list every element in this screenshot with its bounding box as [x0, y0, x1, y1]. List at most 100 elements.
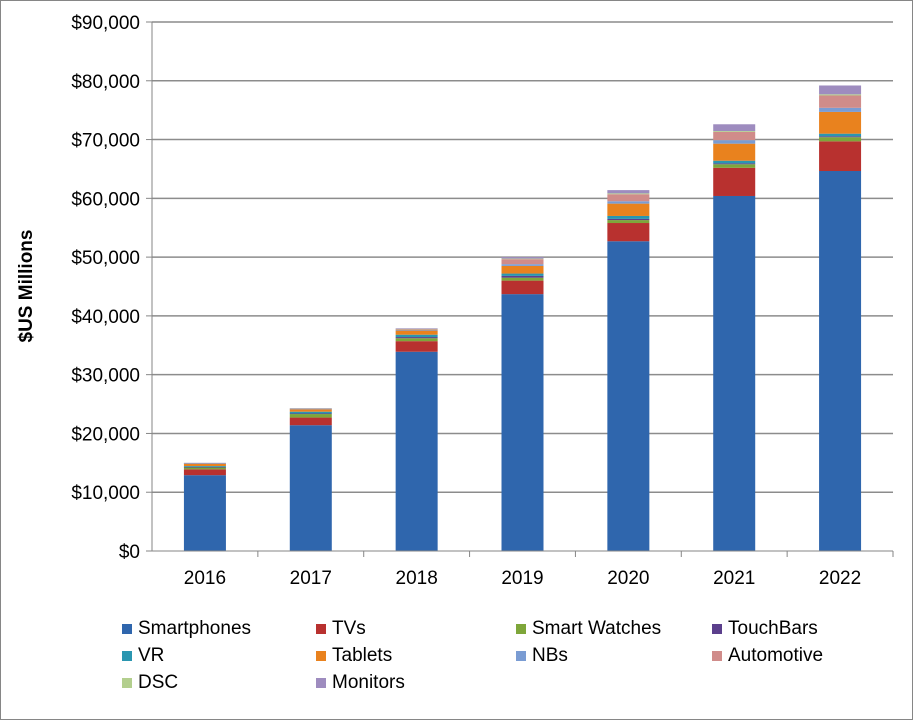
bar-segment-nbs: [289, 409, 332, 410]
y-axis-label: $US Millions: [16, 230, 37, 343]
bar-segment-smart-watches: [819, 137, 862, 142]
legend-item-automotive: Automotive: [712, 645, 823, 667]
bar-segment-smart-watches: [713, 164, 756, 168]
legend-label: Smartphones: [138, 618, 252, 639]
y-tick-label: $70,000: [71, 131, 140, 152]
legend-swatch: [122, 678, 132, 688]
bar-segment-tvs: [183, 469, 226, 476]
legend-swatch: [316, 651, 326, 661]
bar-segment-touchbars: [819, 136, 862, 138]
bar-segment-monitors: [713, 124, 756, 132]
bar-segment-vr: [501, 273, 544, 276]
legend: Smartphones TVs Smart Watches TouchBars VR Ta…: [0, 618, 913, 708]
legend-label: TouchBars: [728, 618, 818, 639]
bar-segment-monitors: [395, 328, 438, 329]
legend-swatch: [516, 651, 526, 661]
bar-segment-tvs: [501, 280, 544, 295]
bar-segment-touchbars: [713, 163, 756, 165]
bar-segment-nbs: [607, 201, 650, 204]
bar-segment-nbs: [713, 140, 756, 144]
legend-label: Tablets: [332, 645, 393, 666]
bar-segment-automotive: [607, 194, 650, 202]
bar-segment-vr: [713, 160, 756, 164]
legend-item-monitors: Monitors: [316, 672, 405, 694]
bar-segment-smart-watches: [183, 467, 226, 470]
bar-segment-monitors: [819, 85, 862, 95]
x-tick-label: 2022: [819, 568, 861, 589]
legend-swatch: [122, 624, 132, 634]
legend-swatch: [712, 624, 722, 634]
bar-segment-touchbars: [183, 466, 226, 468]
bar-segment-dsc: [289, 408, 332, 410]
y-tick-label: $20,000: [71, 424, 140, 445]
bar-segment-dsc: [819, 94, 862, 96]
legend-item-tvs: TVs: [316, 618, 366, 640]
x-tick-label: 2018: [396, 568, 438, 589]
bar-segment-tvs: [607, 223, 650, 242]
bar-segment-tablets: [183, 463, 226, 467]
legend-item-dsc: DSC: [122, 672, 178, 694]
legend-swatch: [316, 624, 326, 634]
axes: $0 $10,000 $20,000 $30,000 $40,000 $50,000 $60…: [71, 13, 894, 589]
bar-segment-tablets: [289, 409, 332, 412]
x-tick-label: 2021: [713, 568, 755, 589]
legend-item-smartphones: Smartphones: [122, 618, 251, 640]
bar-segment-monitors: [183, 462, 226, 464]
bar-segment-nbs: [819, 107, 862, 112]
legend-item-nbs: NBs: [516, 645, 568, 667]
bar-segment-tvs: [713, 167, 756, 196]
x-tick-label: 2016: [184, 568, 226, 589]
bar-segment-automotive: [819, 95, 862, 108]
legend-item-touchbars: TouchBars: [712, 618, 818, 640]
y-tick-label: $80,000: [71, 72, 140, 93]
bar-segment-tablets: [713, 143, 756, 161]
bar-segment-touchbars: [501, 275, 544, 278]
bar-segment-vr: [395, 334, 438, 338]
bar-segment-vr: [819, 133, 862, 137]
bar-segment-smartphones: [183, 475, 226, 551]
legend-item-vr: VR: [122, 645, 164, 667]
legend-swatch: [122, 651, 132, 661]
bar-segment-tvs: [289, 417, 332, 426]
bar-segment-smartphones: [501, 294, 544, 551]
legend-label: Smart Watches: [532, 618, 662, 639]
y-tick-label: $10,000: [71, 483, 140, 504]
bar-segment-smart-watches: [395, 338, 438, 342]
gridlines: [152, 21, 893, 493]
bar-segment-touchbars: [395, 337, 438, 339]
y-tick-label: $30,000: [71, 366, 140, 387]
legend-item-tablets: Tablets: [316, 645, 392, 667]
bar-segment-touchbars: [607, 218, 650, 221]
bar-segment-smart-watches: [289, 414, 332, 418]
bar-segment-tablets: [819, 111, 862, 134]
bar-segment-automotive: [713, 131, 756, 141]
x-tick-label: 2017: [290, 568, 332, 589]
bar-segment-nbs: [501, 264, 544, 266]
bar-segment-dsc: [713, 131, 756, 132]
y-tick-label: $60,000: [71, 189, 140, 210]
legend-swatch: [516, 624, 526, 634]
legend-swatch: [712, 651, 722, 661]
legend-label: NBs: [532, 645, 568, 666]
bar-segment-vr: [183, 466, 226, 467]
bar-segment-dsc: [501, 258, 544, 260]
bar-segment-tablets: [607, 203, 650, 216]
bar-segment-tvs: [819, 141, 862, 172]
y-tick-label: $0: [119, 542, 140, 563]
legend-label: DSC: [138, 672, 179, 693]
legend-label: TVs: [332, 618, 366, 639]
bar-segment-smartphones: [289, 425, 332, 551]
y-tick-label: $90,000: [71, 13, 140, 34]
bar-segment-smartphones: [395, 351, 438, 551]
bar-segment-tablets: [395, 330, 438, 335]
bar-segment-nbs: [183, 463, 226, 464]
bar-segment-smartphones: [713, 195, 756, 551]
legend-label: Monitors: [332, 672, 405, 693]
bars: [183, 85, 862, 552]
bar-segment-automotive: [501, 259, 544, 265]
bar-segment-monitors: [607, 190, 650, 194]
bar-segment-smartphones: [607, 241, 650, 552]
bar-segment-monitors: [289, 408, 332, 409]
bar-segment-tablets: [501, 265, 544, 274]
